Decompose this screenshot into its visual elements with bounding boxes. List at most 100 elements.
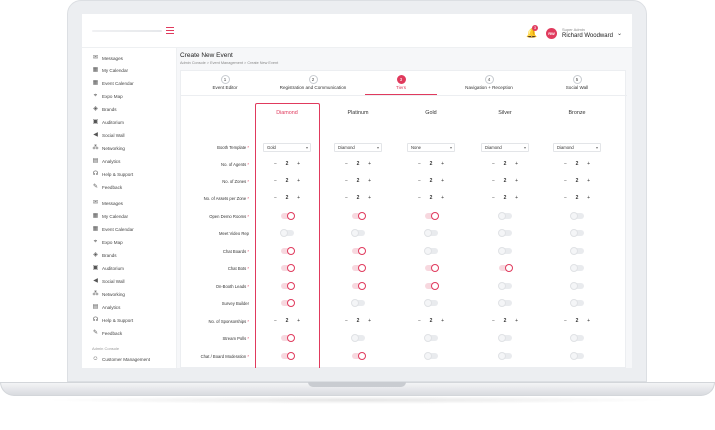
- sidebar-item[interactable]: ▣ Auditorium: [92, 119, 124, 127]
- plus-icon[interactable]: +: [587, 195, 590, 201]
- feature-toggle[interactable]: [280, 212, 295, 220]
- minus-icon[interactable]: −: [564, 161, 567, 167]
- quantity-stepper[interactable]: − 2 +: [274, 317, 300, 325]
- quantity-stepper[interactable]: − 2 +: [274, 177, 300, 185]
- quantity-stepper[interactable]: − 2 +: [492, 317, 518, 325]
- feature-toggle[interactable]: [350, 334, 365, 342]
- tier-select[interactable]: Diamond ▾: [553, 142, 601, 152]
- plus-icon[interactable]: +: [441, 195, 444, 201]
- feature-toggle[interactable]: [280, 264, 295, 272]
- sidebar-item[interactable]: ▦ My Calendar: [92, 67, 128, 75]
- sidebar-item[interactable]: ◈ Brands: [92, 106, 116, 114]
- sidebar-item[interactable]: ✎ Feedback: [92, 329, 122, 337]
- feature-toggle[interactable]: [351, 212, 366, 220]
- minus-icon[interactable]: −: [345, 178, 348, 184]
- feature-toggle[interactable]: [497, 282, 512, 290]
- minus-icon[interactable]: −: [492, 195, 495, 201]
- plus-icon[interactable]: +: [368, 178, 371, 184]
- feature-toggle[interactable]: [351, 264, 366, 272]
- sidebar-item[interactable]: ⁂ Networking: [92, 290, 125, 298]
- quantity-stepper[interactable]: − 2 +: [418, 160, 444, 168]
- sidebar-item[interactable]: ⌖ Expo Map: [92, 93, 123, 101]
- feature-toggle[interactable]: [424, 264, 439, 272]
- feature-toggle[interactable]: [497, 212, 512, 220]
- sidebar-item[interactable]: ▤ Analytics: [92, 157, 121, 165]
- feature-toggle[interactable]: [280, 334, 295, 342]
- feature-toggle[interactable]: [351, 282, 366, 290]
- minus-icon[interactable]: −: [274, 318, 277, 324]
- step-tab[interactable]: 1 Event Editor: [181, 71, 269, 95]
- feature-toggle[interactable]: [569, 282, 584, 290]
- quantity-stepper[interactable]: − 2 +: [274, 194, 300, 202]
- menu-toggle-icon[interactable]: [166, 27, 174, 35]
- quantity-stepper[interactable]: − 2 +: [345, 177, 371, 185]
- feature-toggle[interactable]: [423, 229, 438, 237]
- sidebar-item[interactable]: ⌖ Expo Map: [92, 238, 123, 246]
- feature-toggle[interactable]: [350, 299, 365, 307]
- feature-toggle[interactable]: [497, 299, 512, 307]
- sidebar-item[interactable]: ✉ Messages: [92, 54, 123, 62]
- plus-icon[interactable]: +: [441, 161, 444, 167]
- feature-toggle[interactable]: [424, 212, 439, 220]
- feature-toggle[interactable]: [350, 229, 365, 237]
- feature-toggle[interactable]: [280, 247, 295, 255]
- plus-icon[interactable]: +: [297, 195, 300, 201]
- plus-icon[interactable]: +: [515, 178, 518, 184]
- feature-toggle[interactable]: [497, 334, 512, 342]
- minus-icon[interactable]: −: [418, 318, 421, 324]
- feature-toggle[interactable]: [423, 299, 438, 307]
- minus-icon[interactable]: −: [418, 195, 421, 201]
- sidebar-item[interactable]: ☺ Customer Management: [92, 355, 150, 363]
- plus-icon[interactable]: +: [368, 161, 371, 167]
- quantity-stepper[interactable]: − 2 +: [564, 317, 590, 325]
- minus-icon[interactable]: −: [492, 161, 495, 167]
- plus-icon[interactable]: +: [368, 195, 371, 201]
- sidebar-item[interactable]: ▦ My Calendar: [92, 212, 128, 220]
- feature-toggle[interactable]: [280, 352, 295, 360]
- quantity-stepper[interactable]: − 2 +: [345, 160, 371, 168]
- feature-toggle[interactable]: [279, 229, 294, 237]
- sidebar-item[interactable]: ☊ Help & Support: [92, 316, 133, 324]
- feature-toggle[interactable]: [569, 299, 584, 307]
- minus-icon[interactable]: −: [274, 161, 277, 167]
- tier-select[interactable]: Gold ▾: [263, 142, 311, 152]
- feature-toggle[interactable]: [498, 264, 513, 272]
- plus-icon[interactable]: +: [297, 178, 300, 184]
- feature-toggle[interactable]: [423, 334, 438, 342]
- tier-select[interactable]: None ▾: [407, 142, 455, 152]
- chevron-down-icon[interactable]: ⌄: [617, 31, 623, 37]
- quantity-stepper[interactable]: − 2 +: [492, 177, 518, 185]
- feature-toggle[interactable]: [423, 352, 438, 360]
- plus-icon[interactable]: +: [441, 318, 444, 324]
- sidebar-item[interactable]: ☊ Help & Support: [92, 170, 133, 178]
- quantity-stepper[interactable]: − 2 +: [274, 160, 300, 168]
- sidebar-item[interactable]: ▦ Event Calendar: [92, 80, 134, 88]
- sidebar-item[interactable]: ✉ Messages: [92, 199, 123, 207]
- feature-toggle[interactable]: [569, 334, 584, 342]
- minus-icon[interactable]: −: [274, 195, 277, 201]
- feature-toggle[interactable]: [497, 229, 512, 237]
- plus-icon[interactable]: +: [297, 161, 300, 167]
- feature-toggle[interactable]: [424, 282, 439, 290]
- feature-toggle[interactable]: [497, 247, 512, 255]
- plus-icon[interactable]: +: [441, 178, 444, 184]
- minus-icon[interactable]: −: [345, 195, 348, 201]
- feature-toggle[interactable]: [351, 352, 366, 360]
- plus-icon[interactable]: +: [515, 195, 518, 201]
- feature-toggle[interactable]: [569, 247, 584, 255]
- plus-icon[interactable]: +: [515, 161, 518, 167]
- avatar[interactable]: RW: [546, 28, 557, 39]
- minus-icon[interactable]: −: [418, 161, 421, 167]
- minus-icon[interactable]: −: [564, 178, 567, 184]
- feature-toggle[interactable]: [351, 247, 366, 255]
- minus-icon[interactable]: −: [274, 178, 277, 184]
- sidebar-item[interactable]: ⁂ Networking: [92, 144, 125, 152]
- quantity-stepper[interactable]: − 2 +: [345, 317, 371, 325]
- feature-toggle[interactable]: [280, 299, 295, 307]
- plus-icon[interactable]: +: [297, 318, 300, 324]
- step-tab[interactable]: 4 Navigation + Reception: [445, 71, 533, 95]
- sidebar-item[interactable]: ▤ Analytics: [92, 303, 121, 311]
- quantity-stepper[interactable]: − 2 +: [418, 194, 444, 202]
- sidebar-item[interactable]: ▦ Event Calendar: [92, 225, 134, 233]
- plus-icon[interactable]: +: [515, 318, 518, 324]
